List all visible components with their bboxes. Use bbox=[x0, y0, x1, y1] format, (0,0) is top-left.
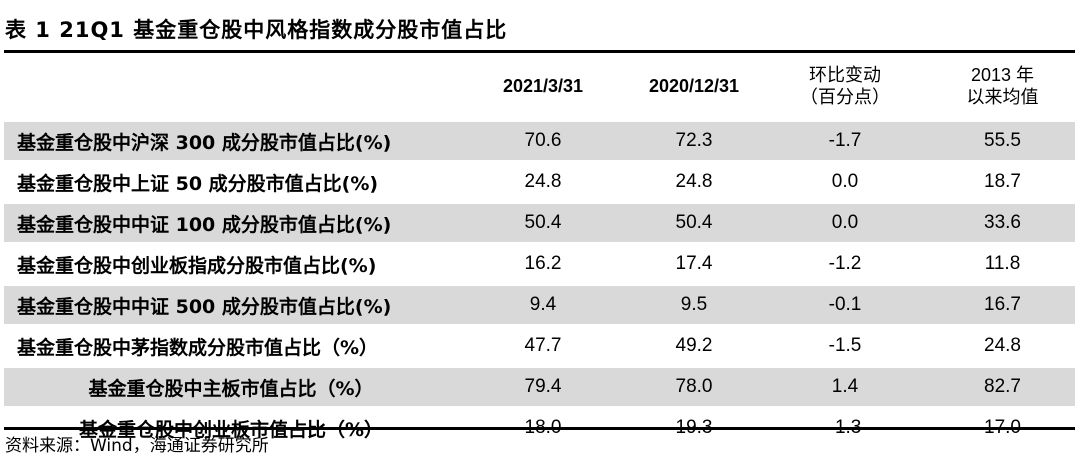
cell-2020-12-31: 50.4 bbox=[628, 201, 760, 244]
cell-avg-since-2013: 82.7 bbox=[930, 365, 1075, 408]
cell-avg-since-2013: 17.0 bbox=[930, 406, 1075, 447]
cell-qoq-change: -1.2 bbox=[760, 242, 930, 285]
row-label: 基金重仓股中中证 100 成分股市值占比(%) bbox=[4, 201, 458, 244]
cell-avg-since-2013: 24.8 bbox=[930, 324, 1075, 367]
table-row: 基金重仓股中沪深 300 成分股市值占比(%) 70.6 72.3 -1.7 5… bbox=[4, 119, 1075, 162]
cell-qoq-change: -1.5 bbox=[760, 324, 930, 367]
row-label: 基金重仓股中创业板指成分股市值占比(%) bbox=[4, 242, 458, 285]
table-row: 基金重仓股中创业板指成分股市值占比(%) 16.2 17.4 -1.2 11.8 bbox=[4, 242, 1075, 285]
cell-2021-3-31: 79.4 bbox=[458, 365, 628, 408]
header-avg-line2: 以来均值 bbox=[966, 87, 1039, 107]
cell-avg-since-2013: 18.7 bbox=[930, 160, 1075, 203]
cell-avg-since-2013: 55.5 bbox=[930, 119, 1075, 162]
cell-2021-3-31: 18.0 bbox=[458, 406, 628, 447]
cell-2020-12-31: 78.0 bbox=[628, 365, 760, 408]
cell-qoq-change: 1.4 bbox=[760, 365, 930, 408]
cell-2021-3-31: 50.4 bbox=[458, 201, 628, 244]
cell-avg-since-2013: 33.6 bbox=[930, 201, 1075, 244]
row-label: 基金重仓股中上证 50 成分股市值占比(%) bbox=[4, 160, 458, 203]
header-blank bbox=[4, 53, 458, 121]
cell-avg-since-2013: 16.7 bbox=[930, 283, 1075, 326]
cell-qoq-change: 0.0 bbox=[760, 201, 930, 244]
source-note: 资料来源：Wind，海通证券研究所 bbox=[5, 436, 269, 456]
row-label: 基金重仓股中创业板市值占比（%） bbox=[4, 406, 458, 447]
cell-2020-12-31: 49.2 bbox=[628, 324, 760, 367]
style-index-table: 2021/3/31 2020/12/31 环比变动 （百分点） 2013 年 以… bbox=[4, 53, 1075, 447]
cell-qoq-change: -1.7 bbox=[760, 119, 930, 162]
row-label: 基金重仓股中茅指数成分股市值占比（%） bbox=[4, 324, 458, 367]
header-avg-line1: 2013 年 bbox=[970, 65, 1035, 85]
table-row: 基金重仓股中主板市值占比（%） 79.4 78.0 1.4 82.7 bbox=[4, 365, 1075, 408]
table-row: 基金重仓股中中证 500 成分股市值占比(%) 9.4 9.5 -0.1 16.… bbox=[4, 283, 1075, 326]
bottom-rule bbox=[4, 427, 1075, 430]
header-2020-12-31: 2020/12/31 bbox=[648, 76, 740, 96]
cell-2020-12-31: 24.8 bbox=[628, 160, 760, 203]
cell-2021-3-31: 16.2 bbox=[458, 242, 628, 285]
cell-2021-3-31: 9.4 bbox=[458, 283, 628, 326]
row-label: 基金重仓股中主板市值占比（%） bbox=[4, 365, 458, 408]
table-row: 基金重仓股中茅指数成分股市值占比（%） 47.7 49.2 -1.5 24.8 bbox=[4, 324, 1075, 367]
cell-2021-3-31: 70.6 bbox=[458, 119, 628, 162]
cell-2021-3-31: 24.8 bbox=[458, 160, 628, 203]
header-row: 2021/3/31 2020/12/31 环比变动 （百分点） 2013 年 以… bbox=[4, 53, 1075, 121]
cell-2021-3-31: 47.7 bbox=[458, 324, 628, 367]
cell-qoq-change: -1.3 bbox=[760, 406, 930, 447]
row-label: 基金重仓股中沪深 300 成分股市值占比(%) bbox=[4, 119, 458, 162]
header-qoq-line2: （百分点） bbox=[800, 87, 890, 107]
table-row: 基金重仓股中创业板市值占比（%） 18.0 19.3 -1.3 17.0 bbox=[4, 406, 1075, 447]
table-row: 基金重仓股中上证 50 成分股市值占比(%) 24.8 24.8 0.0 18.… bbox=[4, 160, 1075, 203]
cell-qoq-change: 0.0 bbox=[760, 160, 930, 203]
top-rule bbox=[4, 50, 1075, 53]
cell-qoq-change: -0.1 bbox=[760, 283, 930, 326]
header-qoq-line1: 环比变动 bbox=[809, 65, 881, 85]
header-avg-since-2013: 2013 年 以来均值 bbox=[930, 53, 1075, 121]
table-title: 表 1 21Q1 基金重仓股中风格指数成分股市值占比 bbox=[5, 18, 508, 42]
cell-2020-12-31: 17.4 bbox=[628, 242, 760, 285]
header-qoq-change: 环比变动 （百分点） bbox=[760, 53, 930, 121]
table-row: 基金重仓股中中证 100 成分股市值占比(%) 50.4 50.4 0.0 33… bbox=[4, 201, 1075, 244]
cell-2020-12-31: 9.5 bbox=[628, 283, 760, 326]
cell-avg-since-2013: 11.8 bbox=[930, 242, 1075, 285]
row-label: 基金重仓股中中证 500 成分股市值占比(%) bbox=[4, 283, 458, 326]
cell-2020-12-31: 72.3 bbox=[628, 119, 760, 162]
header-2021-3-31: 2021/3/31 bbox=[502, 76, 584, 96]
